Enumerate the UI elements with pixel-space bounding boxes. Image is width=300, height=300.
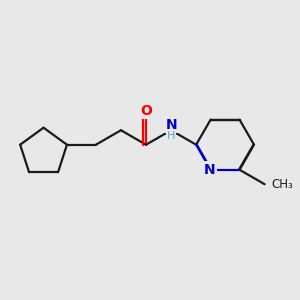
Text: H: H [167,131,175,141]
Text: CH₃: CH₃ [272,178,294,191]
Text: N: N [165,118,177,132]
Text: O: O [140,103,152,118]
Text: N: N [203,163,215,177]
